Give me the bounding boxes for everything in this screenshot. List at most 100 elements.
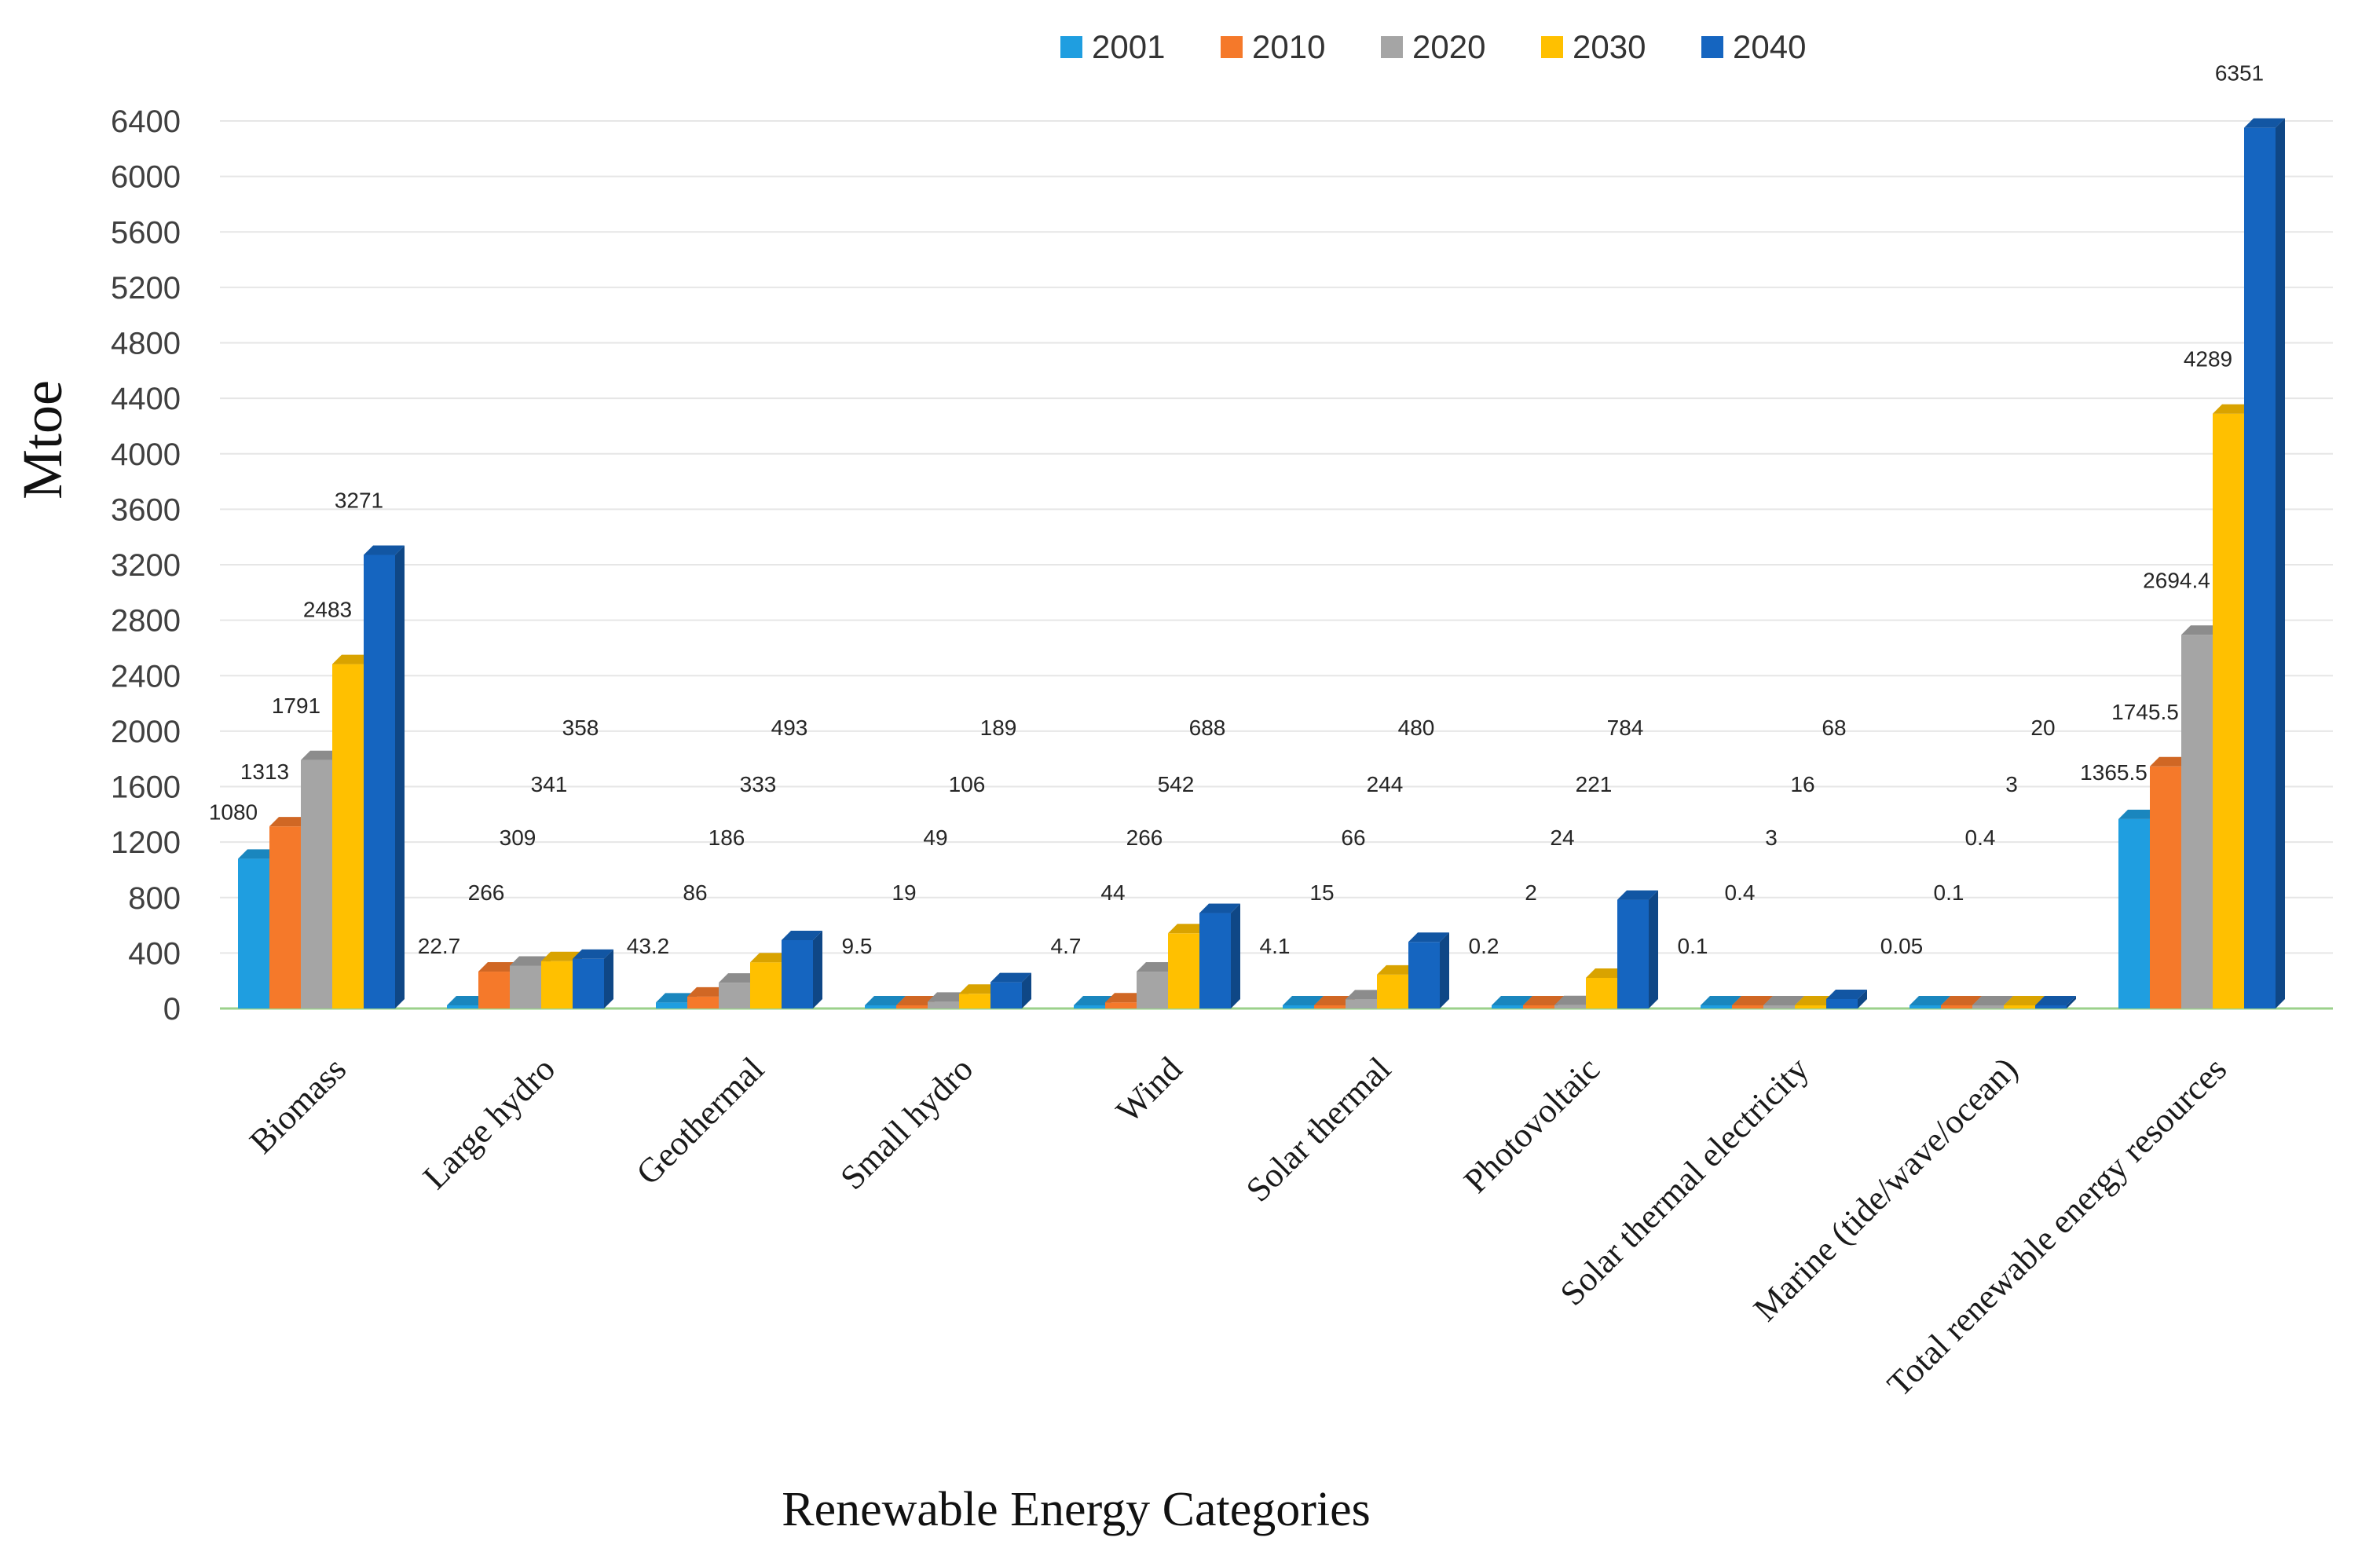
- data-label-marine-tide-wave-ocean-2020: 0.4: [1965, 825, 1996, 850]
- bar-side: [1440, 932, 1449, 1008]
- bar-large-hydro-2040: [573, 958, 604, 1008]
- bar-group-geothermal: [656, 930, 822, 1008]
- x-category-wind: Wind: [1109, 1049, 1190, 1130]
- bar-top: [928, 992, 968, 1002]
- bar-small-hydro-2010: [896, 1005, 928, 1008]
- bar-top: [1732, 996, 1773, 1005]
- data-label-small-hydro-2020: 49: [923, 825, 947, 850]
- bar-top: [896, 996, 937, 1005]
- data-label-wind-2010: 44: [1100, 880, 1125, 905]
- bar-large-hydro-2001: [447, 1005, 478, 1008]
- data-label-solar-thermal-2010: 15: [1309, 880, 1334, 905]
- legend-item-2010: 2010: [1221, 28, 1325, 65]
- bar-top: [959, 984, 1000, 994]
- y-tick-label: 4000: [111, 437, 181, 472]
- y-tick-label: 6000: [111, 160, 181, 195]
- bar-solar-thermal-electricity-2030: [1795, 1005, 1826, 1008]
- bar-solar-thermal-2030: [1377, 974, 1408, 1008]
- data-label-geothermal-2040: 493: [771, 716, 808, 740]
- data-label-marine-tide-wave-ocean-2030: 3: [2005, 772, 2018, 796]
- data-label-marine-tide-wave-ocean-2010: 0.1: [1934, 880, 1964, 905]
- bar-top: [1408, 932, 1449, 943]
- bar-side: [395, 545, 405, 1008]
- bar-geothermal-2010: [687, 996, 719, 1008]
- y-tick-label: 4800: [111, 327, 181, 361]
- bar-top: [573, 949, 613, 959]
- bar-wind-2040: [1199, 913, 1231, 1008]
- y-axis-title: Mtoe: [11, 380, 74, 500]
- data-label-solar-thermal-electricity-2020: 3: [1765, 825, 1778, 850]
- legend-item-2020: 2020: [1381, 28, 1485, 65]
- bar-marine-tide-wave-ocean-2020: [1972, 1005, 2004, 1008]
- data-label-solar-thermal-2020: 66: [1341, 825, 1365, 850]
- bar-top: [364, 545, 405, 555]
- bar-large-hydro-2030: [541, 961, 573, 1008]
- bar-marine-tide-wave-ocean-2010: [1941, 1005, 1972, 1008]
- data-label-photovoltaic-2001: 0.2: [1469, 934, 1499, 958]
- bars: [238, 118, 2285, 1008]
- bar-wind-2030: [1168, 933, 1199, 1008]
- bar-solar-thermal-2040: [1408, 942, 1440, 1008]
- bar-top: [238, 849, 279, 859]
- bar-solar-thermal-electricity-2001: [1701, 1005, 1732, 1008]
- x-category-total-renewable-energy-resources: Total renewable energy resources: [1880, 1049, 2234, 1404]
- bar-biomass-2040: [364, 555, 395, 1008]
- bar-side: [1231, 903, 1240, 1008]
- bar-group-wind: [1074, 903, 1240, 1008]
- bar-top: [656, 993, 697, 1003]
- bar-group-total-renewable-energy-resources: [2118, 118, 2285, 1008]
- bar-top: [1554, 995, 1595, 1005]
- bar-solar-thermal-electricity-2020: [1763, 1005, 1795, 1008]
- data-label-large-hydro-2001: 22.7: [418, 934, 461, 958]
- bar-biomass-2020: [301, 760, 332, 1008]
- bar-top: [1314, 996, 1355, 1005]
- y-tick-label: 2800: [111, 604, 181, 639]
- bar-top: [301, 750, 342, 760]
- bar-marine-tide-wave-ocean-2001: [1909, 1005, 1941, 1008]
- bar-top: [447, 995, 488, 1005]
- bar-top: [1074, 996, 1115, 1005]
- legend-swatch: [1541, 36, 1563, 58]
- gridlines: [220, 120, 2333, 1010]
- bar-total-renewable-energy-resources-2030: [2213, 413, 2244, 1008]
- y-tick-label: 4400: [111, 382, 181, 416]
- legend-label: 2040: [1733, 28, 1806, 65]
- bar-top: [1346, 990, 1386, 1000]
- legend-item-2001: 2001: [1060, 28, 1165, 65]
- bar-side: [1649, 890, 1658, 1008]
- legend-label: 2020: [1412, 28, 1485, 65]
- bar-top: [1105, 993, 1146, 1003]
- y-tick-label: 2400: [111, 659, 181, 694]
- bar-top: [1137, 962, 1177, 972]
- bar-top: [2244, 118, 2285, 128]
- bar-top: [2035, 996, 2076, 1005]
- legend-swatch: [1701, 36, 1723, 58]
- x-category-biomass: Biomass: [242, 1049, 353, 1161]
- bar-group-solar-thermal-electricity: [1701, 989, 1867, 1008]
- data-label-solar-thermal-2040: 480: [1398, 716, 1435, 740]
- bar-wind-2020: [1137, 972, 1168, 1008]
- bar-group-large-hydro: [447, 949, 613, 1008]
- data-label-solar-thermal-2030: 244: [1367, 772, 1404, 796]
- bar-top: [2181, 625, 2222, 635]
- bar-top: [510, 956, 551, 966]
- y-tick-label: 2000: [111, 715, 181, 749]
- y-tick-label: 3200: [111, 548, 181, 583]
- bar-top: [1586, 968, 1627, 978]
- data-label-total-renewable-energy-resources-2020: 2694.4: [2143, 568, 2210, 592]
- data-label-marine-tide-wave-ocean-2040: 20: [2030, 716, 2055, 740]
- bar-top: [1826, 989, 1867, 999]
- bar-top: [1199, 903, 1240, 913]
- bar-top: [750, 953, 791, 963]
- y-axis-ticks: 0 400 800 1200 1600 2000 2400 2800 3200 3600 4000 4…: [111, 104, 181, 1027]
- bar-photovoltaic-2020: [1554, 1005, 1586, 1008]
- bar-group-marine-tide-wave-ocean: [1909, 996, 2076, 1008]
- y-tick-label: 400: [128, 936, 181, 971]
- y-tick-label: 5600: [111, 215, 181, 250]
- bar-top: [1909, 996, 1950, 1005]
- bar-large-hydro-2020: [510, 965, 541, 1008]
- bar-photovoltaic-2040: [1617, 899, 1649, 1008]
- data-label-large-hydro-2020: 309: [500, 825, 536, 850]
- bar-total-renewable-energy-resources-2040: [2244, 127, 2276, 1008]
